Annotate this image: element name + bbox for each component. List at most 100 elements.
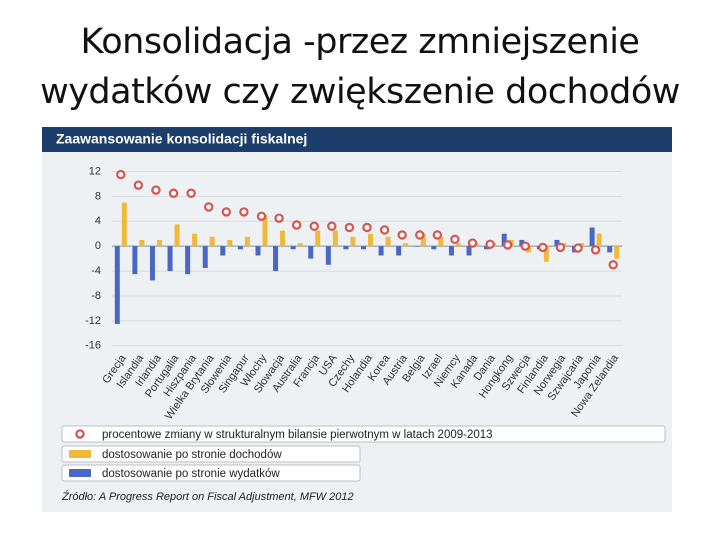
marker (450, 234, 460, 245)
bar (438, 236, 444, 247)
bar (139, 239, 145, 247)
marker (151, 185, 161, 195)
bar (297, 243, 303, 247)
marker (309, 221, 319, 231)
bar (396, 246, 402, 256)
marker (538, 242, 548, 253)
bar (185, 246, 191, 275)
bar (202, 246, 208, 268)
marker (432, 230, 443, 240)
marker (362, 222, 372, 233)
bar (220, 246, 226, 256)
bar (325, 246, 331, 265)
legend-box (61, 464, 361, 482)
bar (237, 246, 243, 250)
bar (589, 227, 595, 247)
y-tick-label: 8 (95, 190, 101, 202)
bar (262, 215, 268, 247)
slide-title: Konsolidacja -przez zmniejszenie (80, 22, 640, 62)
marker (327, 221, 337, 231)
bar (132, 246, 138, 275)
bar (455, 243, 461, 247)
chart-title: Zaawansowanie konsolidacji fiskalnej (56, 131, 307, 147)
marker (608, 260, 618, 270)
bar (167, 246, 173, 272)
y-tick-label: -12 (85, 315, 101, 327)
bar (343, 246, 349, 250)
marker (204, 202, 214, 212)
bar (501, 233, 507, 247)
bar (361, 246, 366, 250)
legend-swatch (69, 450, 91, 458)
marker (397, 230, 407, 240)
legend-label: procentowe zmiany w strukturalnym bilans… (102, 429, 493, 441)
marker (590, 245, 601, 255)
bar (614, 246, 620, 259)
bar (156, 239, 162, 247)
marker (239, 207, 249, 217)
marker (186, 188, 196, 198)
y-tick-label: -8 (91, 290, 101, 302)
bar (431, 246, 437, 250)
bar (209, 236, 215, 247)
bar (579, 243, 585, 247)
bar (332, 230, 338, 247)
slide-title: wydatków czy zwiększenie dochodów (40, 72, 680, 112)
marker (344, 222, 355, 233)
marker (502, 240, 513, 250)
bar (607, 246, 613, 253)
y-tick-label: -4 (91, 265, 101, 277)
bar (484, 246, 490, 250)
bar (315, 230, 321, 247)
bar (290, 246, 296, 250)
bar (385, 236, 391, 247)
bar (543, 246, 549, 262)
marker (467, 238, 478, 248)
bar (244, 236, 250, 247)
marker (133, 180, 144, 190)
legend-swatch (75, 429, 85, 439)
marker (379, 225, 390, 235)
bar (554, 239, 560, 247)
legend-swatch (69, 469, 91, 477)
bar (403, 243, 409, 247)
bar (273, 246, 279, 272)
bar (413, 246, 419, 247)
marker (555, 242, 566, 253)
bar (255, 246, 261, 256)
bar (149, 246, 155, 281)
marker (168, 188, 179, 198)
bar (350, 236, 356, 247)
marker (221, 207, 232, 217)
bar (114, 246, 120, 324)
source: Źródło: A Progress Report on Fiscal Adju… (61, 490, 354, 503)
marker (256, 211, 267, 221)
bar (308, 246, 314, 259)
marker (573, 243, 583, 253)
bar (192, 233, 198, 247)
bar (227, 239, 233, 247)
legend-box (61, 445, 361, 463)
y-tick-label: 12 (89, 165, 101, 177)
marker (485, 239, 495, 249)
legend-box (61, 425, 666, 443)
bar (420, 233, 426, 247)
bar (378, 246, 384, 256)
chart-banner (42, 127, 672, 152)
legend-label: dostosowanie po stronie dochodów (102, 449, 282, 461)
bar (280, 230, 286, 247)
y-tick-label: 4 (95, 215, 101, 227)
bar (368, 233, 373, 247)
legend-label: dostosowanie po stronie wydatków (102, 468, 280, 480)
marker (291, 220, 302, 230)
bar (596, 233, 602, 247)
bar (448, 246, 454, 256)
y-tick-label: -16 (85, 340, 101, 352)
bar (121, 202, 127, 247)
marker (415, 230, 425, 240)
y-tick-label: 0 (95, 240, 101, 252)
marker (274, 213, 284, 223)
marker (520, 241, 530, 251)
